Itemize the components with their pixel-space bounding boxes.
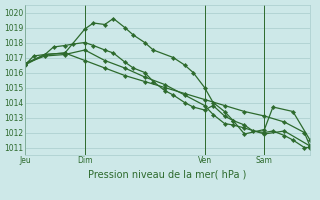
X-axis label: Pression niveau de la mer( hPa ): Pression niveau de la mer( hPa ) <box>88 170 247 180</box>
